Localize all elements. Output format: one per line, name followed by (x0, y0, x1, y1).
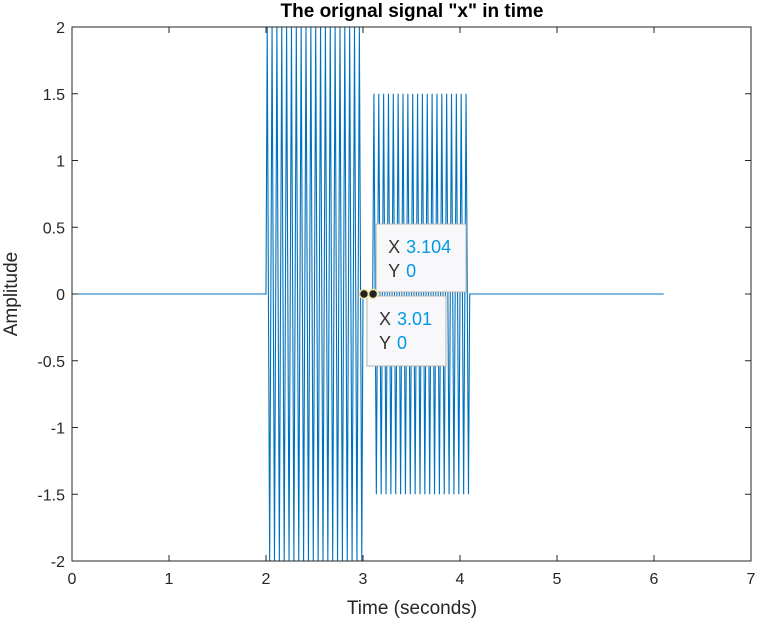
x-axis-label: Time (seconds) (347, 598, 477, 619)
y-tick-label: -1.5 (37, 487, 65, 504)
datatip-x-key: X (388, 237, 400, 257)
datatip-box (375, 223, 467, 293)
x-tick-label: 1 (165, 571, 174, 588)
y-tick-label: 2 (56, 20, 65, 37)
y-tick-label: -1 (51, 421, 65, 438)
datatip[interactable]: X 3.01 Y 0 (366, 295, 447, 367)
x-tick-label: 5 (553, 571, 562, 588)
datatip-x-value: 3.01 (397, 309, 432, 329)
y-tick-label: 1.5 (43, 87, 65, 104)
datatip-box (366, 295, 447, 367)
x-tick-label: 7 (747, 571, 756, 588)
x-tick-label: 6 (650, 571, 659, 588)
y-tick-label: 1 (56, 154, 65, 171)
datatip-marker[interactable] (367, 288, 379, 300)
x-tick-label: 3 (359, 571, 368, 588)
y-axis-label: Amplitude (1, 252, 22, 337)
datatip-y-key: Y (388, 261, 400, 281)
axis-ticks: 0 1 2 3 4 5 6 7 2 1.5 1 0.5 0 -0.5 -1 -1.5 -2 (37, 20, 755, 588)
x-tick-label: 0 (68, 571, 77, 588)
datatip-x-key: X (379, 309, 391, 329)
y-tick-label: 0.5 (43, 220, 65, 237)
x-tick-label: 4 (456, 571, 465, 588)
y-tick-label: -0.5 (37, 354, 65, 371)
chart-title: The orignal signal "x" in time (281, 1, 544, 22)
datatip-marker[interactable] (358, 288, 370, 300)
datatip-y-value: 0 (397, 333, 407, 353)
y-tick-label: 0 (56, 287, 65, 304)
datatip-x-value: 3.104 (406, 237, 451, 257)
datatip[interactable]: X 3.104 Y 0 (375, 223, 467, 293)
datatip-y-value: 0 (406, 261, 416, 281)
datatip-y-key: Y (379, 333, 391, 353)
y-tick-label: -2 (51, 554, 65, 571)
x-tick-label: 2 (262, 571, 271, 588)
